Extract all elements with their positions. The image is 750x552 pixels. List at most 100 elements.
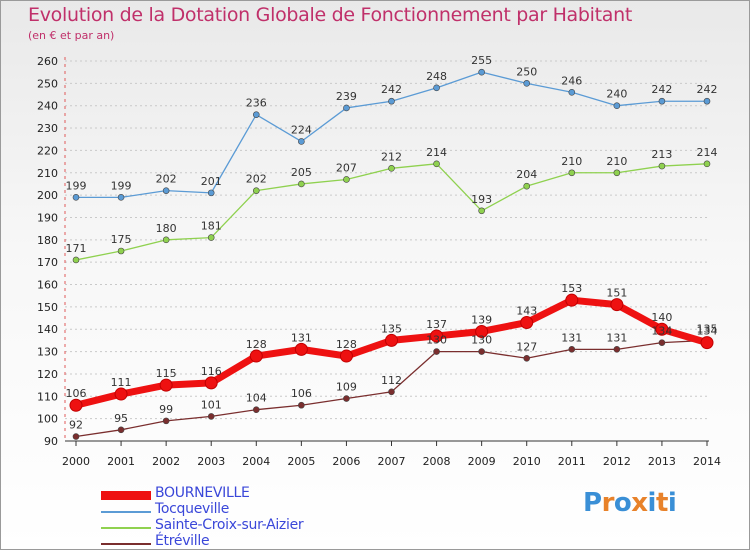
data-point [430,329,444,343]
data-label: 175 [111,233,132,246]
x-tick-label: 2009 [468,455,496,468]
x-tick-label: 2011 [558,455,586,468]
data-point [700,336,714,350]
x-tick-label: 2013 [648,455,676,468]
data-label: 131 [606,331,627,344]
data-label: 127 [516,340,537,353]
data-label: 131 [561,331,582,344]
data-label: 248 [426,70,447,83]
data-point [433,84,440,92]
data-point [703,160,711,168]
data-point [343,176,350,183]
data-point [520,316,534,330]
data-label: 210 [606,155,627,168]
data-point [343,395,350,402]
data-point [72,256,80,264]
data-label: 236 [246,97,267,110]
y-tick-label: 240 [37,100,58,113]
data-point [565,293,579,307]
data-label: 246 [561,74,582,87]
y-tick-label: 150 [37,301,58,314]
data-label: 242 [651,83,672,96]
data-label: 134 [651,325,672,338]
legend-item-etreville: Étréville [101,533,361,552]
x-tick-label: 2008 [423,455,451,468]
logo-letter: o [613,488,632,518]
x-tick-label: 2014 [693,455,721,468]
legend-label: Étréville [155,533,210,549]
y-tick-label: 90 [44,435,58,448]
data-label: 143 [516,305,537,318]
proxiti-logo: Proxiti [583,488,677,518]
legend-item-tocqueville: Tocqueville [101,501,361,520]
data-point [159,378,173,392]
data-point [339,349,353,363]
data-point [294,342,308,356]
data-point [478,68,485,76]
data-point [613,169,621,177]
data-point [207,189,215,197]
data-point [72,194,80,201]
data-point [523,80,531,87]
data-label: 137 [426,318,447,331]
legend-label: Tocqueville [155,501,230,517]
logo-letter: r [601,488,615,518]
data-point [252,187,260,194]
data-label: 204 [516,168,537,181]
legend-item-bourneville: BOURNEVILLE [101,485,361,504]
data-label: 104 [246,392,267,405]
data-label: 255 [471,54,492,67]
data-point [433,348,440,355]
data-label: 210 [561,155,582,168]
data-label: 135 [381,322,402,335]
data-label: 139 [471,313,492,326]
data-point [478,348,485,355]
legend-label: BOURNEVILLE [155,485,250,501]
data-point [655,322,669,336]
data-point [523,182,531,190]
data-label: 128 [336,338,357,351]
data-point [388,388,395,396]
data-label: 214 [697,146,718,159]
data-point [568,88,576,96]
data-point [433,160,440,168]
data-label: 242 [381,83,402,96]
data-point [568,169,576,177]
data-point [613,346,621,353]
data-point [204,376,218,390]
y-tick-label: 250 [37,77,58,90]
x-tick-label: 2012 [603,455,631,468]
data-label: 130 [471,334,492,347]
data-point [568,346,576,353]
data-label: 250 [516,65,537,78]
data-point [298,138,305,145]
data-label: 111 [111,376,132,389]
data-label: 151 [606,287,627,300]
data-label: 135 [697,322,718,335]
y-tick-label: 260 [37,55,58,68]
legend-swatch-bourneville [101,491,151,500]
chart-title: Evolution de la Dotation Globale de Fonc… [28,4,633,26]
x-tick-label: 2007 [378,455,406,468]
data-label: 201 [201,175,222,188]
y-tick-label: 120 [37,368,58,381]
y-tick-label: 190 [37,211,58,224]
data-point [658,339,666,346]
data-point [162,417,170,425]
data-label: 207 [336,161,357,174]
data-point [613,102,621,110]
x-tick-label: 2002 [152,455,180,468]
data-point [703,97,711,105]
data-point [249,349,263,363]
data-point [523,354,531,362]
data-label: 199 [66,179,87,192]
data-point [114,387,128,401]
data-point [252,406,260,414]
data-point [117,426,125,434]
data-label: 92 [69,419,83,432]
data-point [478,207,485,215]
logo-letter: P [583,488,602,518]
data-point [298,401,305,409]
data-label: 130 [426,334,447,347]
legend-swatch-sainte-croix [101,527,151,529]
